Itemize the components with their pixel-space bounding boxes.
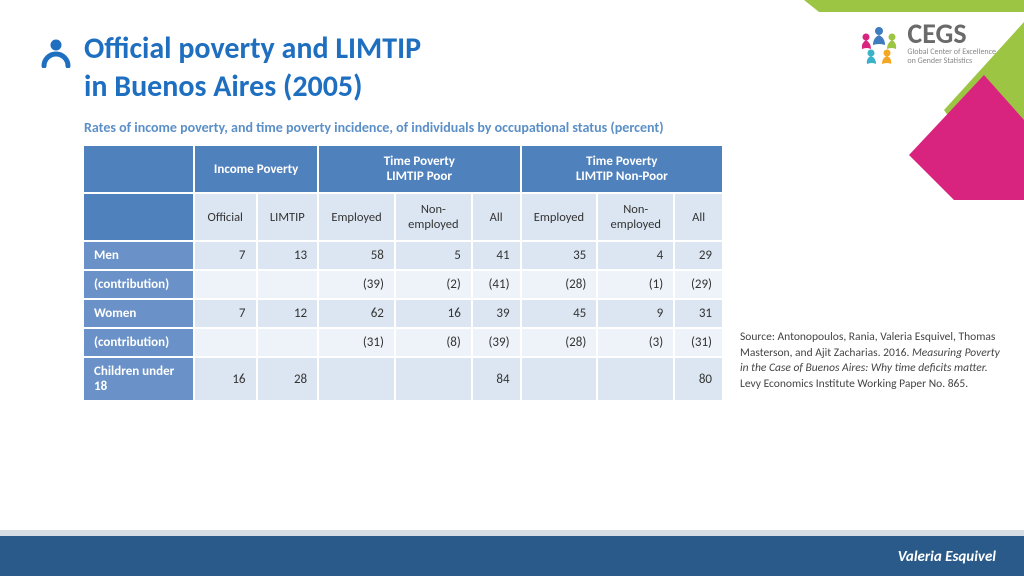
table-cell: 29 <box>674 241 723 270</box>
table-cell: (8) <box>395 328 472 357</box>
sub-header: LIMTIP <box>257 193 319 241</box>
sub-header: Employed <box>521 193 598 241</box>
group-header: Time PovertyLIMTIP Poor <box>318 146 520 193</box>
sub-header: All <box>472 193 521 241</box>
author-name: Valeria Esquivel <box>898 548 996 566</box>
table-cell <box>597 357 674 401</box>
table-cell: (41) <box>472 270 521 299</box>
table-cell: 7 <box>194 241 257 270</box>
title-line-2: in Buenos Aires (2005) <box>84 68 362 105</box>
table-cell: 80 <box>674 357 723 401</box>
table-cell <box>521 357 598 401</box>
table-cell: 45 <box>521 299 598 328</box>
table-cell: 41 <box>472 241 521 270</box>
row-label: Women <box>84 299 194 328</box>
cegs-logo: CEGS Global Center of Excellence on Gend… <box>857 20 996 66</box>
slide-subtitle: Rates of income poverty, and time povert… <box>84 119 1024 136</box>
table-row: (contribution)(31)(8)(39)(28)(3)(31) <box>84 328 723 357</box>
header-empty <box>84 193 194 241</box>
table-cell: (39) <box>472 328 521 357</box>
sub-header: All <box>674 193 723 241</box>
row-label: (contribution) <box>84 328 194 357</box>
table-cell: 39 <box>472 299 521 328</box>
table-cell: 28 <box>257 357 319 401</box>
logo-main-text: CEGS <box>907 20 996 48</box>
table-cell <box>318 357 395 401</box>
sub-header: Employed <box>318 193 395 241</box>
row-label: Men <box>84 241 194 270</box>
source-citation: Source: Antonopoulos, Rania, Valeria Esq… <box>740 330 1000 392</box>
poverty-table: Income Poverty Time PovertyLIMTIP Poor T… <box>84 146 724 402</box>
footer-bar <box>0 536 1024 576</box>
table-cell: 35 <box>521 241 598 270</box>
table-cell: 7 <box>194 299 257 328</box>
table-cell: 16 <box>194 357 257 401</box>
group-header: Income Poverty <box>194 146 318 193</box>
title-line-1: Official poverty and LIMTIP <box>84 30 421 67</box>
table-cell: 12 <box>257 299 319 328</box>
table-cell <box>257 328 319 357</box>
table-cell: (39) <box>318 270 395 299</box>
table-cell <box>194 270 257 299</box>
table-cell: (29) <box>674 270 723 299</box>
table-cell: 58 <box>318 241 395 270</box>
table-row: Men7135854135429 <box>84 241 723 270</box>
table-cell: (1) <box>597 270 674 299</box>
person-bullet-icon <box>40 36 72 68</box>
source-suffix: Levy Economics Institute Working Paper N… <box>740 377 968 391</box>
table-cell: (31) <box>318 328 395 357</box>
table-cell: 84 <box>472 357 521 401</box>
table-row: (contribution) (39)(2)(41)(28)(1)(29) <box>84 270 723 299</box>
table-cell: (31) <box>674 328 723 357</box>
group-header: Time PovertyLIMTIP Non-Poor <box>521 146 723 193</box>
sub-header: Non-employed <box>395 193 472 241</box>
table-cell: 62 <box>318 299 395 328</box>
table-cell: (2) <box>395 270 472 299</box>
header-empty <box>84 146 194 193</box>
table-cell: 16 <box>395 299 472 328</box>
table-cell: 9 <box>597 299 674 328</box>
table-cell: 13 <box>257 241 319 270</box>
table-cell: (28) <box>521 270 598 299</box>
table-cell: 4 <box>597 241 674 270</box>
table-cell <box>257 270 319 299</box>
table-cell <box>395 357 472 401</box>
slide-title: Official poverty and LIMTIP in Buenos Ai… <box>84 30 421 105</box>
table-cell: 31 <box>674 299 723 328</box>
logo-sub2: on Gender Statistics <box>907 57 996 66</box>
sub-header: Non-employed <box>597 193 674 241</box>
table-cell <box>194 328 257 357</box>
table-sub-header-row: Official LIMTIP Employed Non-employed Al… <box>84 193 723 241</box>
table-cell: (28) <box>521 328 598 357</box>
table-cell: 5 <box>395 241 472 270</box>
logo-icon <box>857 21 901 65</box>
table-row: Women71262163945931 <box>84 299 723 328</box>
row-label: (contribution) <box>84 270 194 299</box>
table-cell: (3) <box>597 328 674 357</box>
row-label: Children under 18 <box>84 357 194 401</box>
sub-header: Official <box>194 193 257 241</box>
table-row: Children under 181628 84 80 <box>84 357 723 401</box>
table-group-header-row: Income Poverty Time PovertyLIMTIP Poor T… <box>84 146 723 193</box>
